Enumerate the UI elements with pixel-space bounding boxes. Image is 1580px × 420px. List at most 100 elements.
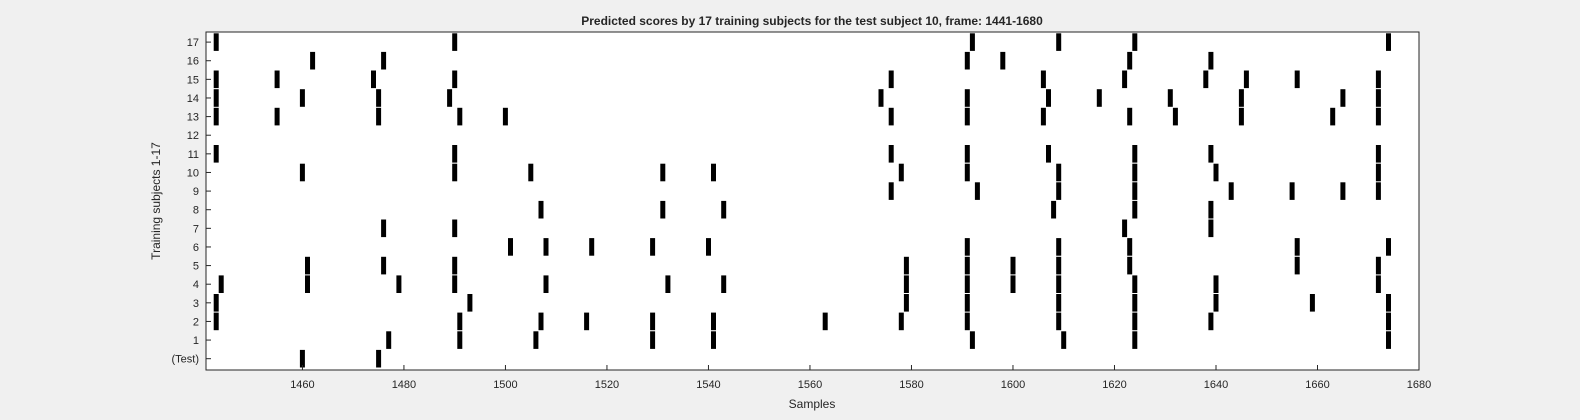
score-mark	[1330, 107, 1336, 126]
score-mark	[543, 275, 549, 293]
score-mark	[1213, 163, 1219, 182]
score-mark	[299, 163, 305, 182]
score-mark	[1127, 256, 1133, 275]
score-mark	[1386, 294, 1391, 312]
score-mark	[457, 331, 463, 349]
score-mark	[964, 89, 970, 107]
score-mark	[888, 70, 894, 89]
score-mark	[1127, 238, 1133, 256]
score-mark	[213, 89, 219, 107]
score-mark	[1132, 182, 1138, 200]
score-mark	[1294, 256, 1300, 275]
score-mark	[1132, 33, 1138, 51]
score-mark	[711, 312, 716, 331]
score-mark	[903, 275, 909, 293]
score-mark	[1375, 163, 1381, 182]
score-mark	[898, 163, 904, 182]
score-mark	[1010, 256, 1016, 275]
score-mark	[1386, 312, 1391, 331]
y-tick-label: (Test)	[172, 354, 200, 366]
score-mark	[1046, 145, 1051, 163]
score-mark	[452, 145, 458, 163]
score-mark	[1375, 256, 1381, 275]
plot-area	[205, 31, 1420, 371]
score-mark	[502, 107, 508, 126]
score-mark	[888, 182, 894, 200]
score-mark	[1375, 145, 1381, 163]
score-mark	[964, 312, 970, 331]
score-mark	[1167, 89, 1173, 107]
score-mark	[299, 89, 305, 107]
score-mark	[1132, 331, 1138, 349]
x-axis-ticks: 1460 1480 1500 1520 1540 1560 1580 1600 1620 1640…	[290, 365, 1431, 391]
score-mark	[964, 275, 970, 293]
score-mark	[964, 294, 970, 312]
score-mark	[1046, 89, 1051, 107]
score-mark	[1238, 107, 1244, 126]
score-mark	[1213, 275, 1219, 293]
x-tick-label: 1620	[1102, 379, 1126, 391]
score-mark	[589, 238, 595, 256]
score-mark	[650, 238, 656, 256]
x-tick-label: 1480	[392, 379, 416, 391]
score-mark	[1132, 163, 1138, 182]
y-axis-label: Training subjects 1-17	[149, 142, 163, 260]
score-mark	[1375, 70, 1381, 89]
score-mark	[964, 145, 970, 163]
x-tick-label: 1560	[798, 379, 822, 391]
score-mark	[903, 256, 909, 275]
score-mark	[1208, 312, 1214, 331]
score-mark	[1294, 70, 1300, 89]
score-mark	[1203, 70, 1209, 89]
score-mark	[1127, 107, 1133, 126]
score-mark	[1122, 219, 1128, 238]
score-mark	[969, 331, 975, 349]
y-tick-label: 10	[187, 167, 199, 179]
y-tick-label: 2	[193, 316, 199, 328]
score-mark	[310, 51, 316, 70]
score-mark	[371, 70, 376, 89]
y-tick-label: 16	[187, 56, 199, 68]
marks	[213, 33, 1391, 368]
score-mark	[213, 107, 219, 126]
score-mark	[1132, 200, 1138, 219]
y-tick-label: 12	[187, 130, 199, 142]
score-mark	[274, 70, 280, 89]
y-tick-label: 8	[193, 205, 199, 217]
score-mark	[1340, 89, 1346, 107]
score-mark	[381, 51, 387, 70]
score-mark	[888, 107, 894, 126]
score-mark	[1213, 294, 1219, 312]
score-mark	[1386, 238, 1391, 256]
score-mark	[1375, 107, 1381, 126]
score-mark	[584, 312, 590, 331]
score-mark	[467, 294, 473, 312]
score-mark	[452, 256, 458, 275]
score-mark	[1056, 182, 1062, 200]
score-mark	[721, 200, 727, 219]
score-mark	[1340, 182, 1346, 200]
score-mark	[538, 312, 544, 331]
x-tick-label: 1460	[290, 379, 314, 391]
score-mark	[1132, 312, 1138, 331]
score-mark	[447, 89, 453, 107]
score-mark	[888, 145, 894, 163]
score-mark	[213, 33, 219, 51]
score-mark	[964, 51, 970, 70]
score-mark	[528, 163, 534, 182]
score-mark	[1127, 51, 1133, 70]
score-mark	[964, 163, 970, 182]
score-mark	[1096, 89, 1102, 107]
score-mark	[381, 256, 387, 275]
score-mark	[898, 312, 904, 331]
score-mark	[706, 238, 711, 256]
chart-title: Predicted scores by 17 training subjects…	[581, 14, 1043, 28]
score-mark	[878, 89, 884, 107]
score-mark	[1040, 70, 1046, 89]
score-mark	[1056, 256, 1062, 275]
x-tick-label: 1580	[899, 379, 923, 391]
score-mark	[1056, 238, 1062, 256]
score-mark	[903, 294, 909, 312]
score-mark	[543, 238, 549, 256]
x-tick-label: 1640	[1204, 379, 1228, 391]
